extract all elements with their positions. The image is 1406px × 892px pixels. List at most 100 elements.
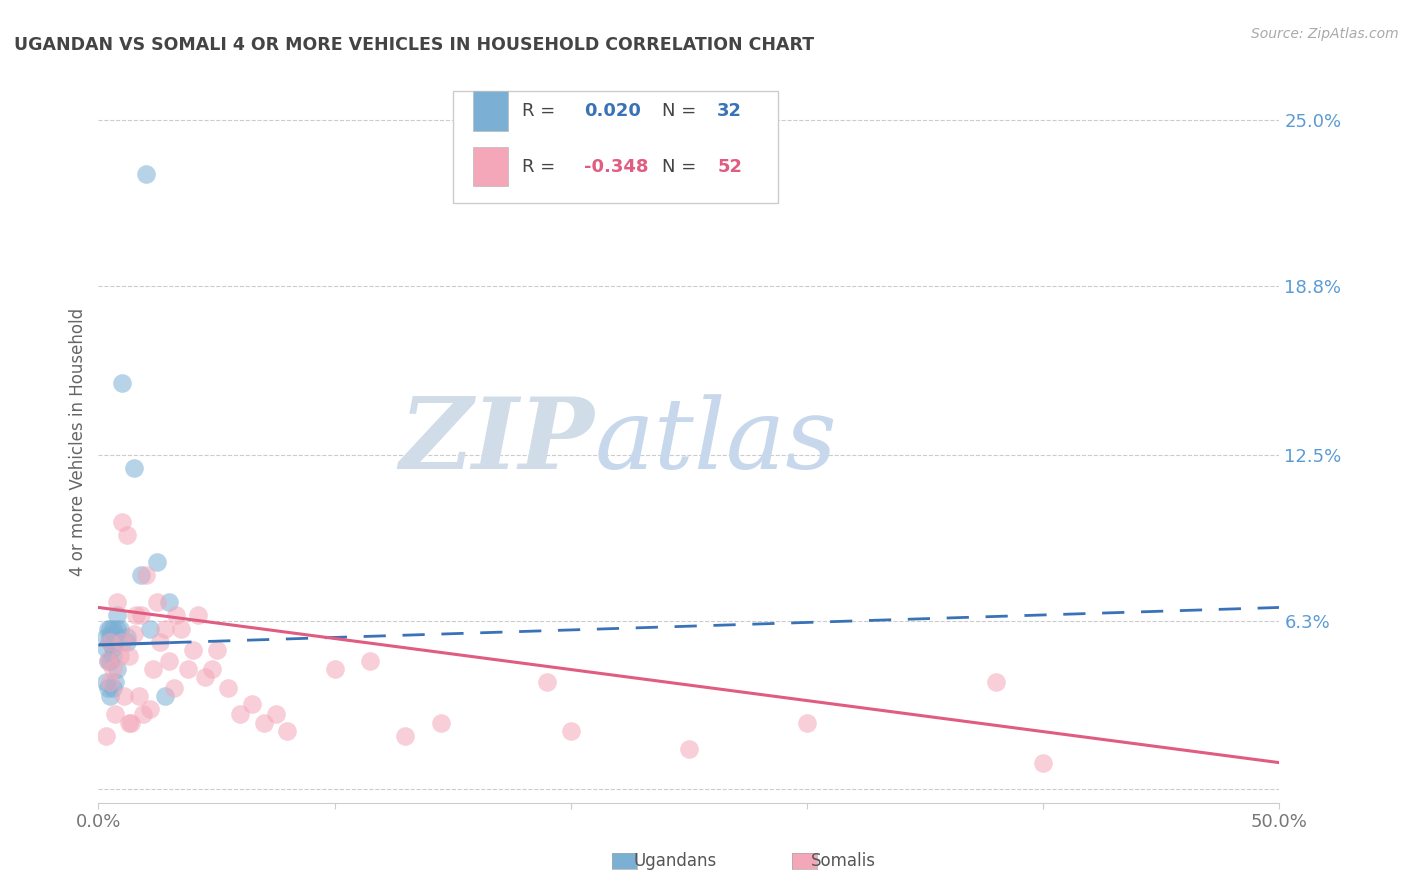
- Point: [142, 662, 165, 676]
- Point: [115, 635, 138, 649]
- Point: [240, 697, 263, 711]
- Text: N =: N =: [662, 158, 702, 176]
- Point: [108, 648, 131, 663]
- Text: atlas: atlas: [595, 394, 837, 489]
- Point: [98, 630, 121, 644]
- FancyBboxPatch shape: [472, 147, 508, 186]
- Text: Source: ZipAtlas.com: Source: ZipAtlas.com: [1251, 27, 1399, 41]
- Point: [125, 608, 148, 623]
- Text: ZIP: ZIP: [399, 393, 595, 490]
- Point: [984, 675, 1007, 690]
- Point: [104, 675, 127, 690]
- Point: [430, 715, 453, 730]
- Point: [135, 568, 157, 582]
- Point: [359, 654, 381, 668]
- Point: [118, 715, 141, 730]
- Point: [276, 723, 298, 738]
- Point: [118, 648, 141, 663]
- Point: [122, 627, 145, 641]
- Point: [101, 681, 124, 695]
- Point: [104, 627, 127, 641]
- Point: [146, 595, 169, 609]
- Point: [1032, 756, 1054, 770]
- Point: [111, 635, 134, 649]
- Point: [98, 689, 121, 703]
- Point: [105, 622, 128, 636]
- Text: Ugandans: Ugandans: [633, 852, 717, 870]
- Point: [94, 675, 117, 690]
- Point: [678, 742, 700, 756]
- Point: [560, 723, 582, 738]
- Point: [121, 715, 143, 730]
- Point: [98, 675, 121, 690]
- Point: [135, 167, 157, 181]
- Point: [97, 654, 120, 668]
- Point: [194, 670, 217, 684]
- Point: [146, 555, 169, 569]
- Text: 52: 52: [717, 158, 742, 176]
- Point: [394, 729, 416, 743]
- Point: [264, 707, 287, 722]
- Point: [165, 608, 187, 623]
- Text: UGANDAN VS SOMALI 4 OR MORE VEHICLES IN HOUSEHOLD CORRELATION CHART: UGANDAN VS SOMALI 4 OR MORE VEHICLES IN …: [14, 36, 814, 54]
- Point: [108, 622, 131, 636]
- Point: [217, 681, 239, 695]
- Point: [97, 622, 120, 636]
- Point: [94, 640, 117, 655]
- Point: [536, 675, 558, 690]
- Point: [323, 662, 346, 676]
- Point: [111, 376, 134, 390]
- Point: [94, 729, 117, 743]
- Point: [115, 630, 138, 644]
- Point: [187, 608, 209, 623]
- Text: R =: R =: [523, 158, 561, 176]
- Point: [253, 715, 276, 730]
- Text: 32: 32: [717, 102, 742, 120]
- Point: [229, 707, 252, 722]
- Text: 0.020: 0.020: [583, 102, 641, 120]
- Point: [149, 635, 172, 649]
- Point: [157, 654, 180, 668]
- Text: R =: R =: [523, 102, 561, 120]
- Point: [104, 635, 127, 649]
- Point: [139, 622, 162, 636]
- Point: [98, 635, 121, 649]
- Point: [105, 608, 128, 623]
- Y-axis label: 4 or more Vehicles in Household: 4 or more Vehicles in Household: [69, 308, 87, 575]
- Point: [129, 608, 152, 623]
- Point: [105, 662, 128, 676]
- Point: [163, 681, 186, 695]
- Point: [94, 630, 117, 644]
- Point: [105, 595, 128, 609]
- Point: [153, 689, 176, 703]
- Point: [104, 707, 127, 722]
- Point: [157, 595, 180, 609]
- Point: [177, 662, 200, 676]
- Point: [101, 622, 124, 636]
- Point: [97, 681, 120, 695]
- Point: [128, 689, 150, 703]
- Point: [796, 715, 818, 730]
- Point: [97, 654, 120, 668]
- Point: [98, 622, 121, 636]
- Point: [201, 662, 224, 676]
- Point: [170, 622, 193, 636]
- Point: [153, 622, 176, 636]
- Text: Somalis: Somalis: [811, 852, 876, 870]
- Point: [98, 654, 121, 668]
- FancyBboxPatch shape: [453, 91, 778, 203]
- Point: [132, 707, 155, 722]
- Point: [181, 643, 204, 657]
- Point: [115, 528, 138, 542]
- Point: [139, 702, 162, 716]
- Text: -0.348: -0.348: [583, 158, 648, 176]
- Point: [101, 662, 124, 676]
- Text: N =: N =: [662, 102, 702, 120]
- Point: [101, 640, 124, 655]
- Point: [129, 568, 152, 582]
- Point: [205, 643, 228, 657]
- FancyBboxPatch shape: [472, 91, 508, 131]
- Point: [112, 689, 135, 703]
- Point: [101, 648, 124, 663]
- Point: [111, 515, 134, 529]
